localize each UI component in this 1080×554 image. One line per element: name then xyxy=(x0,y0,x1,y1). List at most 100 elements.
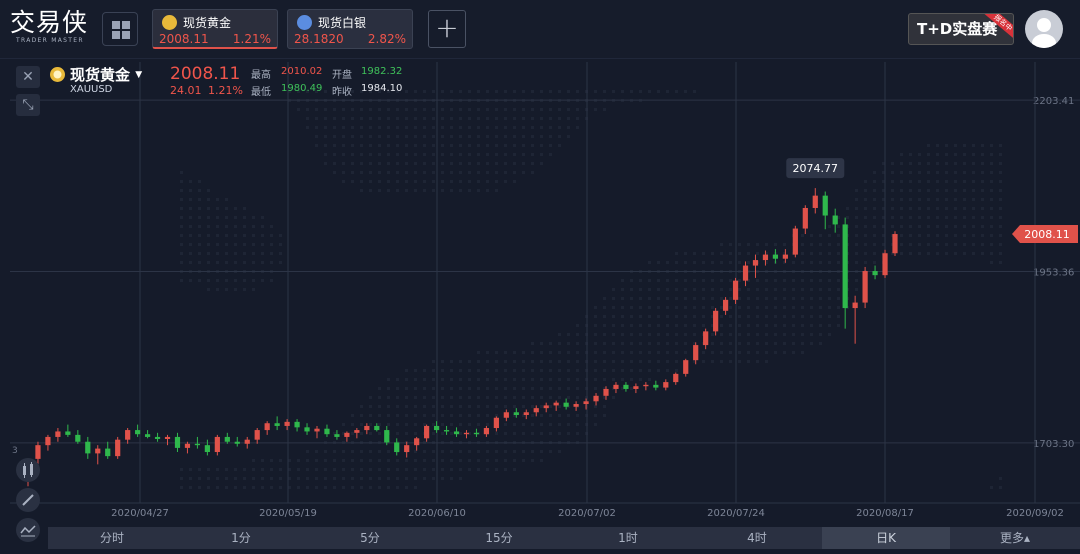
map-dot xyxy=(333,450,336,453)
map-dot xyxy=(513,360,516,363)
map-dot xyxy=(549,423,552,426)
map-dot xyxy=(243,261,246,264)
map-dot xyxy=(450,144,453,147)
close-chart-button[interactable]: ✕ xyxy=(16,66,40,88)
map-dot xyxy=(531,342,534,345)
map-dot xyxy=(720,333,723,336)
grid-menu-button[interactable] xyxy=(102,12,138,46)
map-dot xyxy=(900,198,903,201)
candle xyxy=(115,439,121,457)
map-dot xyxy=(369,171,372,174)
map-dot xyxy=(864,198,867,201)
period-tab[interactable]: 1分 xyxy=(231,531,251,545)
logo-subtitle: TRADER MASTER xyxy=(16,37,84,44)
candle xyxy=(404,445,410,453)
map-dot xyxy=(954,243,957,246)
map-dot xyxy=(225,216,228,219)
add-tab-button[interactable]: + xyxy=(428,10,466,48)
map-dot xyxy=(657,279,660,282)
map-dot xyxy=(603,414,606,417)
map-dot xyxy=(756,288,759,291)
map-dot xyxy=(594,360,597,363)
map-dot xyxy=(738,360,741,363)
map-dot xyxy=(954,225,957,228)
map-dot xyxy=(639,342,642,345)
silver-coin-icon xyxy=(297,15,312,30)
map-dot xyxy=(855,279,858,282)
period-tab[interactable]: 分时 xyxy=(99,531,124,545)
user-avatar[interactable] xyxy=(1025,10,1063,48)
candle xyxy=(174,436,181,448)
map-dot xyxy=(963,225,966,228)
period-tab[interactable]: 4时 xyxy=(747,531,767,545)
map-dot xyxy=(576,342,579,345)
candle xyxy=(523,412,529,415)
map-dot xyxy=(387,486,390,489)
tab-gold[interactable]: 现货黄金 2008.11 1.21% xyxy=(152,9,278,49)
map-dot xyxy=(459,405,462,408)
map-dot xyxy=(441,90,444,93)
map-dot xyxy=(414,477,417,480)
instrument-selector[interactable]: 现货黄金 ▼ xyxy=(70,64,142,85)
candle xyxy=(862,271,868,303)
period-tab[interactable]: 15分 xyxy=(485,531,513,545)
map-dot xyxy=(180,171,183,174)
map-dot xyxy=(396,414,399,417)
candle xyxy=(762,254,769,261)
map-dot xyxy=(972,180,975,183)
map-dot xyxy=(180,198,183,201)
map-dot xyxy=(567,387,570,390)
map-dot xyxy=(594,387,597,390)
candle xyxy=(842,224,848,309)
map-dot xyxy=(450,396,453,399)
instrument-change: 24.01 xyxy=(170,84,202,97)
map-dot xyxy=(558,333,561,336)
map-dot xyxy=(180,477,183,480)
map-dot xyxy=(810,297,813,300)
map-dot xyxy=(855,207,858,210)
map-dot xyxy=(468,144,471,147)
tab-silver[interactable]: 现货白银 28.1820 2.82% xyxy=(287,9,413,49)
map-dot xyxy=(810,315,813,318)
x-tick-label: 2020/06/10 xyxy=(408,508,466,519)
period-tab[interactable]: 5分 xyxy=(360,531,380,545)
map-dot xyxy=(711,261,714,264)
map-dot xyxy=(927,144,930,147)
map-dot xyxy=(459,126,462,129)
map-dot xyxy=(972,225,975,228)
map-dot xyxy=(792,279,795,282)
map-dot xyxy=(189,225,192,228)
map-dot xyxy=(306,126,309,129)
map-dot xyxy=(351,117,354,120)
map-dot xyxy=(738,315,741,318)
map-dot xyxy=(468,432,471,435)
candle xyxy=(663,382,669,388)
map-dot xyxy=(432,396,435,399)
candlestick-icon[interactable] xyxy=(16,458,40,482)
map-dot xyxy=(432,459,435,462)
period-tab[interactable]: 日K xyxy=(822,527,950,549)
map-dot xyxy=(765,279,768,282)
map-dot xyxy=(369,468,372,471)
map-dot xyxy=(963,180,966,183)
period-tab[interactable]: 更多▴ xyxy=(999,531,1031,545)
map-dot xyxy=(540,117,543,120)
map-dot xyxy=(603,306,606,309)
map-dot xyxy=(918,189,921,192)
indicator-icon[interactable] xyxy=(16,518,40,542)
map-dot xyxy=(702,279,705,282)
period-tab[interactable]: 1时 xyxy=(618,531,638,545)
high-value: 2010.02 xyxy=(281,66,323,77)
map-dot xyxy=(315,90,318,93)
map-dot xyxy=(459,90,462,93)
map-dot xyxy=(666,297,669,300)
collapse-icon[interactable]: ⤡ xyxy=(16,94,40,116)
map-dot xyxy=(423,378,426,381)
candle xyxy=(802,207,808,229)
td-contest-banner[interactable]: T+D实盘赛 报名中 xyxy=(908,13,1014,45)
map-dot xyxy=(918,180,921,183)
pencil-icon[interactable] xyxy=(16,488,40,512)
map-dot xyxy=(864,189,867,192)
map-dot xyxy=(225,486,228,489)
